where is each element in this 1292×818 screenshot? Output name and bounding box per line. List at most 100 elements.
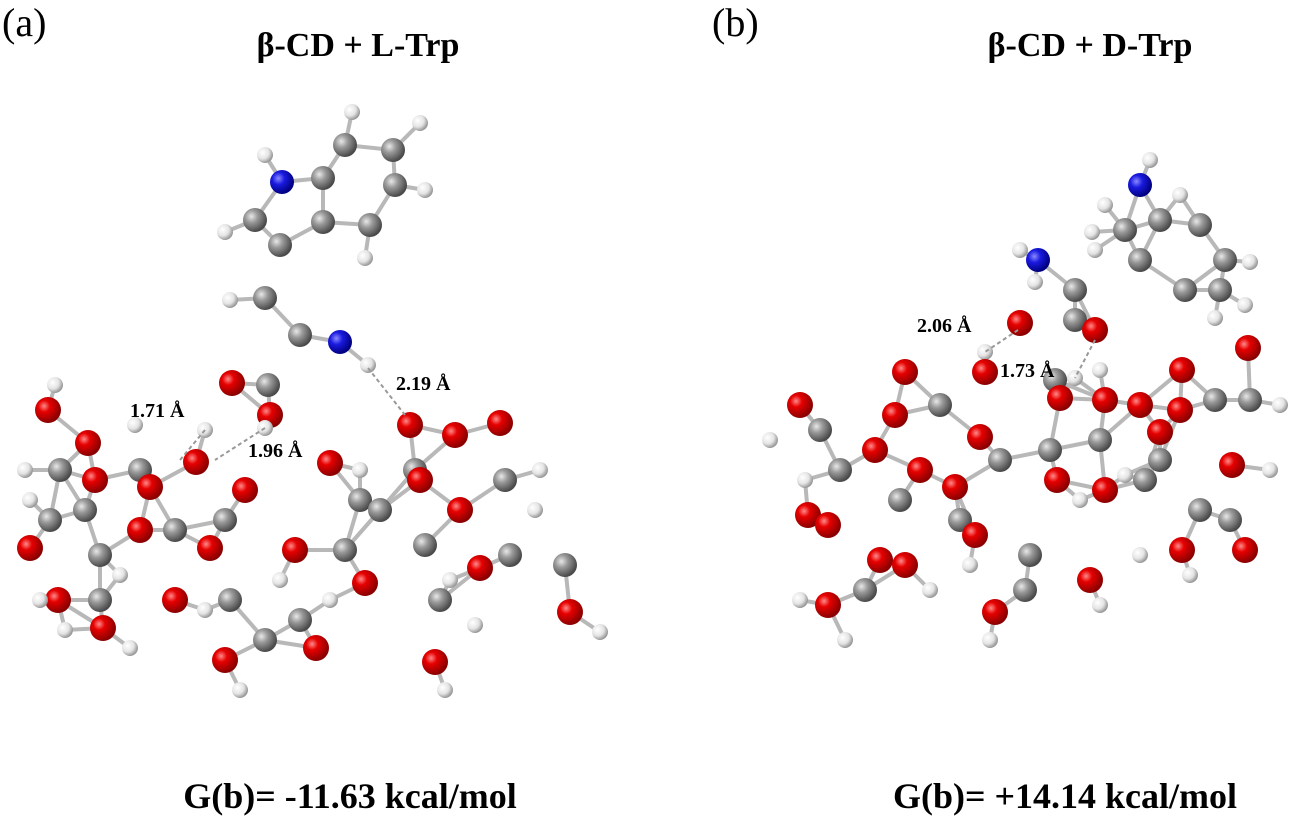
atom [1169, 537, 1195, 563]
atom [967, 424, 993, 450]
atom [1148, 208, 1172, 232]
atom [88, 588, 112, 612]
atom [493, 468, 517, 492]
atom [253, 286, 277, 310]
atom [1238, 388, 1262, 412]
atom [942, 474, 968, 500]
atom [1007, 310, 1033, 336]
atom [218, 588, 242, 612]
atom [253, 628, 277, 652]
atom [217, 224, 233, 240]
atom [88, 543, 112, 567]
atom [1142, 152, 1158, 168]
atom [1097, 197, 1113, 213]
atom [447, 497, 473, 523]
atom [137, 474, 163, 500]
atom [815, 592, 841, 618]
atom [232, 682, 248, 698]
atom [17, 535, 43, 561]
atom [1167, 397, 1193, 423]
atom [1128, 248, 1152, 272]
atoms [17, 104, 1288, 698]
atom [213, 508, 237, 532]
atom [1272, 397, 1288, 413]
atom [311, 210, 335, 234]
atom [57, 622, 73, 638]
atom [498, 543, 522, 567]
atom [212, 647, 238, 673]
atom [282, 537, 308, 563]
atom [417, 182, 433, 198]
atom [397, 412, 423, 438]
atom [257, 147, 273, 163]
atom [1218, 508, 1242, 532]
atom [792, 592, 808, 608]
atom [1262, 462, 1278, 478]
atom [328, 330, 352, 354]
atom [381, 138, 405, 162]
atom [1044, 467, 1070, 493]
atom [1132, 547, 1148, 563]
distance-label: 2.19 Å [396, 372, 451, 395]
atom [962, 522, 988, 548]
atom [344, 104, 360, 120]
h-bond [214, 427, 266, 461]
atom [1128, 173, 1152, 197]
atom [1203, 388, 1227, 412]
atom [17, 462, 33, 478]
atom [442, 572, 458, 588]
atom [322, 592, 338, 608]
atom [808, 418, 832, 442]
atom [32, 592, 48, 608]
atom [256, 373, 280, 397]
atom [122, 640, 138, 656]
atom [467, 617, 483, 633]
atom [243, 208, 267, 232]
atom [1084, 224, 1100, 240]
atom [270, 170, 294, 194]
atom [1172, 187, 1188, 203]
atom [1235, 335, 1261, 361]
atom [1173, 278, 1197, 302]
atom [1012, 242, 1028, 258]
atom [1188, 213, 1212, 237]
atom [977, 344, 993, 360]
atom [272, 572, 288, 588]
atom [922, 582, 938, 598]
atom [1207, 310, 1223, 326]
atom [75, 430, 101, 456]
atom [1092, 477, 1118, 503]
atom [1092, 597, 1108, 613]
atom [47, 377, 63, 393]
h-bond [367, 367, 406, 416]
atom [982, 632, 998, 648]
atom [232, 477, 258, 503]
atom [352, 570, 378, 596]
atom [333, 538, 357, 562]
atom [197, 535, 223, 561]
atom [467, 555, 493, 581]
energy-label: G(b)= +14.14 kcal/mol [893, 776, 1237, 816]
atom [1047, 385, 1073, 411]
atom [127, 417, 143, 433]
atom [532, 462, 548, 478]
atom [197, 602, 213, 618]
atom [1232, 537, 1258, 563]
atom [853, 578, 877, 602]
atom [1213, 248, 1237, 272]
atom [1013, 578, 1037, 602]
atom [797, 472, 813, 488]
atom [1182, 567, 1198, 583]
atom [317, 450, 343, 476]
atom [1082, 317, 1108, 343]
atom [357, 250, 373, 266]
atom [1072, 492, 1088, 508]
atom [787, 392, 813, 418]
atom [422, 649, 448, 675]
atom [333, 133, 357, 157]
atom [90, 615, 116, 641]
atom [1169, 357, 1195, 383]
atom [1063, 308, 1087, 332]
atom [1219, 452, 1245, 478]
atom [437, 682, 453, 698]
